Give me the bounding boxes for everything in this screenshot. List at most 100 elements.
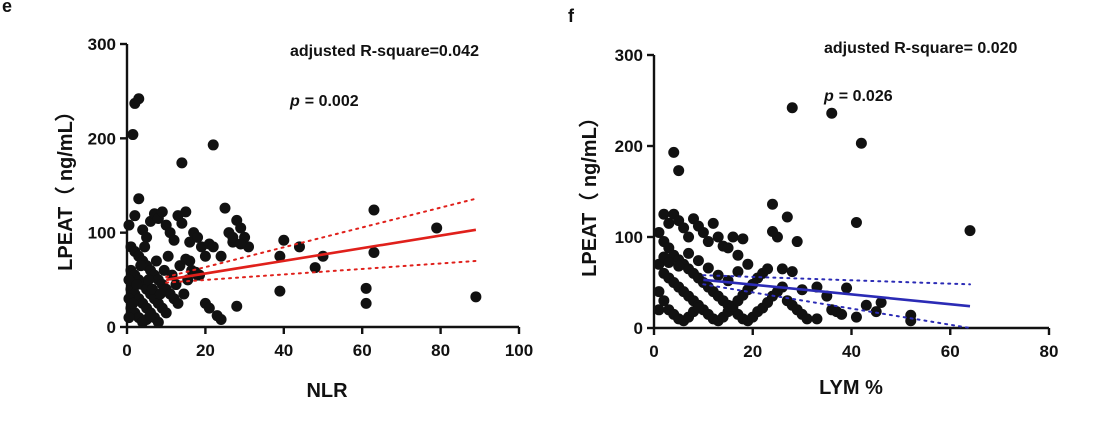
p-value-e: = 0.002: [305, 93, 359, 110]
x-tick-label-e: 100: [505, 341, 533, 360]
data-point-f: [697, 226, 709, 238]
data-point-e: [235, 238, 247, 250]
x-tick-label-f: 0: [649, 342, 658, 361]
x-tick-label-f: 20: [743, 342, 762, 361]
x-axis-title-e: NLR: [306, 380, 348, 402]
panel-label-e: e: [2, 0, 12, 16]
x-tick-label-f: 40: [842, 342, 861, 361]
data-point-f: [781, 211, 793, 223]
data-point-e: [176, 217, 188, 229]
data-point-f: [673, 260, 685, 272]
data-point-f: [860, 299, 872, 311]
y-tick-label-f: 200: [615, 137, 643, 156]
data-point-e: [135, 260, 147, 272]
data-point-e: [207, 139, 219, 151]
data-point-f: [668, 146, 680, 158]
y-tick-label-f: 300: [615, 46, 643, 65]
data-point-f: [742, 258, 754, 270]
data-point-f: [826, 107, 838, 119]
data-point-f: [653, 226, 665, 238]
chart-panel-f: f adjusted R-square= 0.020 p = 0.026 LYM …: [568, 6, 1058, 399]
data-point-f: [712, 231, 724, 243]
data-point-f: [658, 208, 670, 220]
data-point-f: [653, 286, 665, 298]
data-point-e: [145, 310, 157, 322]
x-tick-label-e: 0: [122, 341, 131, 360]
r-square-annotation-f: adjusted R-square= 0.020: [824, 40, 1018, 57]
x-tick-label-f: 80: [1040, 342, 1059, 361]
data-point-e: [156, 206, 168, 218]
data-point-f: [737, 233, 749, 245]
data-point-e: [431, 222, 443, 234]
y-axis-title-e: LPEAT（ ng/mL）: [54, 101, 77, 271]
data-point-e: [170, 279, 182, 291]
data-point-e: [219, 202, 231, 214]
panel-label-f: f: [568, 6, 575, 26]
y-tick-label-e: 0: [107, 318, 116, 337]
data-point-e: [192, 231, 204, 243]
data-point-f: [767, 198, 778, 210]
data-point-e: [215, 313, 227, 325]
data-point-e: [141, 231, 153, 243]
data-point-e: [178, 288, 190, 300]
data-point-f: [722, 242, 734, 254]
data-point-f: [702, 262, 714, 274]
data-point-e: [172, 297, 184, 309]
data-point-e: [160, 307, 172, 319]
data-point-f: [786, 266, 798, 278]
data-point-f: [801, 313, 813, 325]
data-point-e: [231, 300, 243, 312]
data-point-f: [702, 236, 714, 248]
data-point-e: [309, 262, 321, 274]
data-point-e: [127, 129, 139, 141]
data-point-f: [786, 102, 798, 114]
data-point-e: [127, 297, 139, 309]
data-point-e: [274, 250, 286, 262]
regression-line-e: [165, 228, 477, 282]
data-point-e: [123, 219, 135, 231]
data-point-e: [168, 234, 180, 246]
data-point-f: [732, 266, 744, 278]
x-tick-label-e: 60: [353, 341, 372, 360]
x-axis-title-f: LYM %: [819, 377, 883, 399]
data-point-e: [235, 222, 247, 234]
y-tick-label-e: 300: [88, 35, 116, 54]
ci-upper-line-f: [702, 274, 971, 286]
ci-lower-line-e: [165, 259, 477, 284]
data-point-e: [227, 231, 239, 243]
x-tick-label-e: 80: [431, 341, 450, 360]
data-point-e: [131, 279, 143, 291]
data-point-e: [207, 241, 219, 253]
data-point-e: [133, 193, 145, 205]
data-point-e: [180, 253, 192, 265]
p-symbol-f: p: [823, 88, 834, 105]
data-point-f: [692, 302, 704, 314]
data-point-f: [732, 249, 744, 261]
data-point-e: [368, 246, 380, 258]
data-point-e: [215, 250, 227, 262]
data-point-f: [663, 217, 675, 229]
p-value-annotation-e: p = 0.002: [289, 93, 359, 110]
data-point-f: [776, 263, 788, 275]
data-point-f: [767, 226, 778, 238]
data-point-f: [964, 225, 976, 237]
x-tick-label-f: 60: [941, 342, 960, 361]
data-point-f: [663, 256, 675, 268]
data-point-f: [836, 308, 848, 320]
data-point-e: [152, 316, 164, 328]
data-point-f: [683, 247, 695, 259]
data-point-e: [162, 250, 174, 262]
data-point-f: [673, 165, 685, 177]
data-point-e: [199, 250, 211, 262]
data-point-f: [841, 282, 853, 294]
ci-lower-line-f: [702, 283, 971, 329]
y-axis-title-f: LPEAT（ ng/mL）: [578, 107, 601, 277]
data-point-e: [133, 93, 145, 105]
p-value-f: = 0.026: [839, 88, 893, 105]
data-point-e: [154, 288, 166, 300]
data-point-e: [143, 274, 155, 286]
data-point-f: [678, 222, 690, 234]
p-value-annotation-f: p = 0.026: [823, 88, 893, 105]
data-point-f: [875, 297, 887, 309]
data-point-e: [368, 204, 380, 216]
